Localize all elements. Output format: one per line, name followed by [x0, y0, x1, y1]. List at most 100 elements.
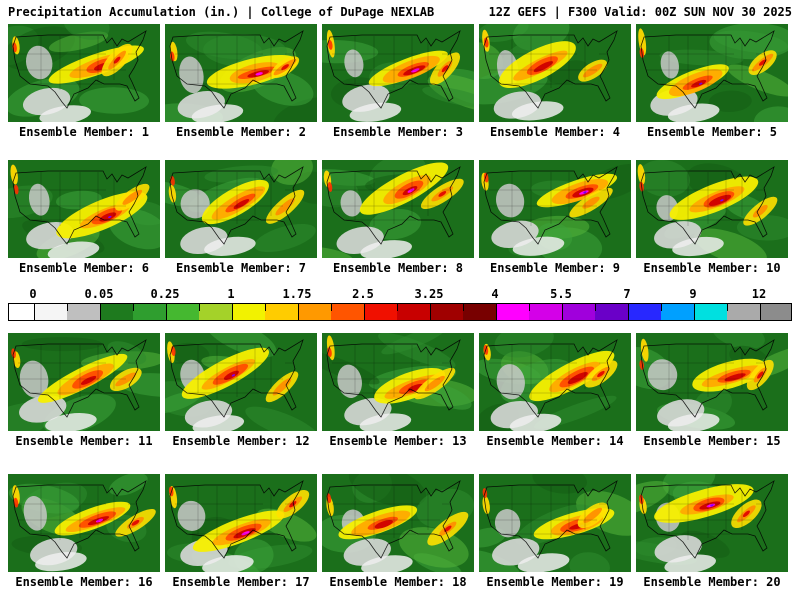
colorbar-tick-label: 0.05: [84, 287, 114, 301]
colorbar-tick-label: 0.25: [150, 287, 180, 301]
colorbar-minor-tick: [67, 304, 68, 311]
map-panel-member-9: Ensemble Member: 9: [479, 160, 631, 275]
map-caption: Ensemble Member: 13: [329, 434, 467, 448]
map-panel-member-19: Ensemble Member: 19: [479, 474, 631, 589]
colorbar-minor-tick: [727, 304, 728, 311]
colorbar-minor-tick: [463, 304, 464, 311]
colorbar-minor-tick: [397, 304, 398, 311]
colorbar-tick-label: 1: [227, 287, 235, 301]
map-caption: Ensemble Member: 4: [489, 125, 621, 139]
ensemble-row-2: Ensemble Member: 6 Ensemble Member: 7 Ense…: [0, 160, 800, 275]
colorbar-tick-label: 1.75: [282, 287, 312, 301]
map-caption: Ensemble Member: 18: [329, 575, 467, 589]
colorbar-minor-tick: [529, 304, 530, 311]
precip-map-member-20: [636, 474, 788, 572]
map-caption: Ensemble Member: 1: [18, 125, 150, 139]
colorbar-tick: [232, 304, 233, 320]
colorbar-minor-tick: [661, 304, 662, 311]
header: Precipitation Accumulation (in.) | Colle…: [0, 0, 800, 19]
map-panel-member-14: Ensemble Member: 14: [479, 333, 631, 448]
precip-map-member-9: [479, 160, 631, 258]
colorbar: 0 0.05 0.25 1 1.75 2.5 3.25 4 5.5 7 9 12: [8, 287, 792, 321]
us-precip-map-svg: [165, 333, 317, 431]
colorbar-tick: [166, 304, 167, 320]
colorbar-tick-label: 5.5: [550, 287, 572, 301]
map-caption: Ensemble Member: 14: [486, 434, 624, 448]
map-panel-member-12: Ensemble Member: 12: [165, 333, 317, 448]
us-precip-map-svg: [636, 474, 788, 572]
map-panel-member-6: Ensemble Member: 6: [8, 160, 160, 275]
colorbar-tick: [34, 304, 35, 320]
colorbar-tick-label: 2.5: [352, 287, 374, 301]
colorbar-tick: [298, 304, 299, 320]
us-precip-map-svg: [165, 24, 317, 122]
map-caption: Ensemble Member: 15: [643, 434, 781, 448]
us-precip-map-svg: [479, 333, 631, 431]
ensemble-row-1: Ensemble Member: 1 Ensemble Member: 2 Ense…: [0, 24, 800, 139]
map-caption: Ensemble Member: 3: [332, 125, 464, 139]
colorbar-tick: [760, 304, 761, 320]
colorbar-minor-tick: [265, 304, 266, 311]
map-panel-member-17: Ensemble Member: 17: [165, 474, 317, 589]
us-precip-map-svg: [165, 160, 317, 258]
precip-map-member-6: [8, 160, 160, 258]
colorbar-tick: [628, 304, 629, 320]
colorbar-tick-label: 4: [491, 287, 499, 301]
colorbar-gradient-bar: [8, 303, 792, 321]
map-caption: Ensemble Member: 8: [332, 261, 464, 275]
ensemble-row-3: Ensemble Member: 11 Ensemble Member: 12 En…: [0, 333, 800, 448]
map-panel-member-20: Ensemble Member: 20: [636, 474, 788, 589]
map-panel-member-13: Ensemble Member: 13: [322, 333, 474, 448]
precip-map-member-3: [322, 24, 474, 122]
map-caption: Ensemble Member: 12: [172, 434, 310, 448]
us-precip-map-svg: [479, 160, 631, 258]
us-precip-map-svg: [322, 333, 474, 431]
us-precip-map-svg: [322, 474, 474, 572]
map-caption: Ensemble Member: 10: [643, 261, 781, 275]
precip-map-member-19: [479, 474, 631, 572]
precip-map-member-11: [8, 333, 160, 431]
map-caption: Ensemble Member: 17: [172, 575, 310, 589]
map-panel-member-18: Ensemble Member: 18: [322, 474, 474, 589]
precip-map-member-17: [165, 474, 317, 572]
map-panel-member-16: Ensemble Member: 16: [8, 474, 160, 589]
us-precip-map-svg: [165, 474, 317, 572]
map-caption: Ensemble Member: 11: [15, 434, 153, 448]
colorbar-tick: [100, 304, 101, 320]
colorbar-tick-label: 0: [29, 287, 37, 301]
colorbar-tick-label: 7: [623, 287, 631, 301]
map-caption: Ensemble Member: 19: [486, 575, 624, 589]
colorbar-tick: [496, 304, 497, 320]
map-caption: Ensemble Member: 9: [489, 261, 621, 275]
colorbar-minor-tick: [199, 304, 200, 311]
us-precip-map-svg: [322, 160, 474, 258]
colorbar-tick-label: 3.25: [414, 287, 444, 301]
precip-map-member-16: [8, 474, 160, 572]
us-precip-map-svg: [479, 24, 631, 122]
precip-map-member-8: [322, 160, 474, 258]
colorbar-tick: [430, 304, 431, 320]
map-panel-member-3: Ensemble Member: 3: [322, 24, 474, 139]
map-panel-member-1: Ensemble Member: 1: [8, 24, 160, 139]
map-panel-member-10: Ensemble Member: 10: [636, 160, 788, 275]
precip-map-member-13: [322, 333, 474, 431]
colorbar-labels: 0 0.05 0.25 1 1.75 2.5 3.25 4 5.5 7 9 12: [8, 287, 792, 301]
us-precip-map-svg: [636, 160, 788, 258]
us-precip-map-svg: [8, 474, 160, 572]
us-precip-map-svg: [8, 24, 160, 122]
colorbar-minor-tick: [331, 304, 332, 311]
map-panel-member-4: Ensemble Member: 4: [479, 24, 631, 139]
map-caption: Ensemble Member: 5: [646, 125, 778, 139]
colorbar-tick: [562, 304, 563, 320]
us-precip-map-svg: [636, 333, 788, 431]
us-precip-map-svg: [8, 160, 160, 258]
colorbar-tick-label: 12: [751, 287, 767, 301]
us-precip-map-svg: [322, 24, 474, 122]
header-title-right: 12Z GEFS | F300 Valid: 00Z SUN NOV 30 20…: [488, 5, 792, 19]
map-panel-member-15: Ensemble Member: 15: [636, 333, 788, 448]
map-panel-member-2: Ensemble Member: 2: [165, 24, 317, 139]
precip-map-member-5: [636, 24, 788, 122]
precip-map-member-1: [8, 24, 160, 122]
us-precip-map-svg: [636, 24, 788, 122]
colorbar-minor-tick: [595, 304, 596, 311]
